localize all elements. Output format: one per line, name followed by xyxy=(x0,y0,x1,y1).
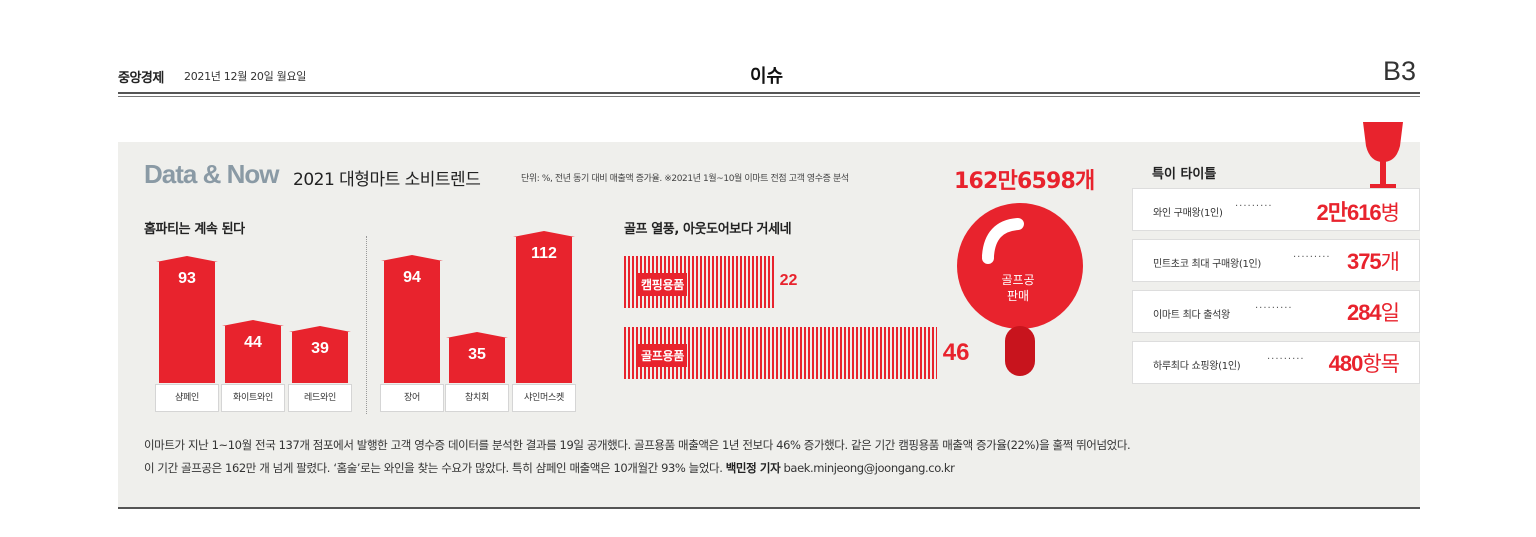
bar-cap-장어 xyxy=(381,254,443,261)
footer-rule xyxy=(118,507,1420,509)
bar-value-label: 94 xyxy=(403,268,421,286)
bar-value-label: 93 xyxy=(178,270,196,288)
bar-value-label: 35 xyxy=(468,345,486,363)
leader-dots: ········· xyxy=(1255,303,1293,314)
category-label: 화이트와인 xyxy=(221,384,285,412)
leader-dots: ········· xyxy=(1267,354,1305,365)
bar-참치회 xyxy=(449,337,505,383)
golf-ball-label-line2: 판매 xyxy=(1006,289,1030,303)
article-line-1: 이마트가 지난 1~10월 전국 137개 점포에서 발행한 고객 영수증 데이… xyxy=(144,438,1131,452)
category-label: 샴페인 xyxy=(155,384,219,412)
record-value: 480항목 xyxy=(1328,351,1400,376)
category-label: 샤인머스켓 xyxy=(512,384,576,412)
bar-value-label: 39 xyxy=(311,340,329,358)
record-value: 2만616병 xyxy=(1316,200,1400,225)
record-unit: 병 xyxy=(1380,201,1400,225)
bar-cap-레드와인 xyxy=(289,326,351,333)
article-line-2: 이 기간 골프공은 162만 개 넘게 팔렸다. ‘홈술’로는 와인을 찾는 수… xyxy=(144,460,1414,476)
bar-레드와인 xyxy=(292,332,348,383)
hbar-category-label: 골프용품 xyxy=(638,344,687,367)
bar-value-label: 112 xyxy=(531,245,557,263)
record-unit: 항목 xyxy=(1362,352,1400,376)
record-label: 민트초코 최대 구매왕(1인) xyxy=(1153,259,1262,270)
newspaper-brand: 중앙경제 xyxy=(118,71,164,86)
wine-glass-icon xyxy=(1363,122,1403,189)
golf-ball-label-line1: 골프공 xyxy=(1001,273,1035,287)
leader-dots: ········· xyxy=(1235,201,1273,212)
hbar-value-label: 22 xyxy=(779,272,798,289)
header-rule xyxy=(118,92,1420,94)
category-label: 참치회 xyxy=(445,384,509,412)
records-title: 특이 타이틀 xyxy=(1152,167,1217,182)
article-line-2-text: 이 기간 골프공은 162만 개 넘게 팔렸다. ‘홈술’로는 와인을 찾는 수… xyxy=(144,461,723,475)
masthead: 중앙경제 2021년 12월 20일 월요일 이슈 B3 xyxy=(118,56,1420,92)
record-label: 하루최다 쇼핑왕(1인) xyxy=(1153,361,1241,372)
bar-샴페인 xyxy=(159,262,215,383)
reporter-email[interactable]: baek.minjeong@joongang.co.kr xyxy=(783,461,955,475)
chart-divider xyxy=(366,236,367,414)
leader-dots: ········· xyxy=(1293,252,1331,263)
record-item: 하루최다 쇼핑왕(1인) ········· 480항목 xyxy=(1132,341,1420,384)
golf-ball-label: 골프공 판매 xyxy=(996,272,1040,304)
hbar-category-label: 캠핑용품 xyxy=(638,273,687,296)
category-label: 장어 xyxy=(380,384,444,412)
bar-화이트와인 xyxy=(225,325,281,383)
golf-ball-total: 162만6598개 xyxy=(954,169,1095,194)
category-label: 레드와인 xyxy=(288,384,352,412)
hbar-value-label: 46 xyxy=(942,339,970,366)
bar-cap-샴페인 xyxy=(156,256,218,263)
record-item: 와인 구매왕(1인) ········· 2만616병 xyxy=(1132,188,1420,231)
record-unit: 개 xyxy=(1380,250,1400,274)
record-item: 이마트 최다 출석왕 ········· 284일 xyxy=(1132,290,1420,333)
record-item: 민트초코 최대 구매왕(1인) ········· 375개 xyxy=(1132,239,1420,282)
bar-장어 xyxy=(384,260,440,383)
record-value: 375개 xyxy=(1346,249,1400,274)
data-now-logo: Data & Now xyxy=(144,159,279,189)
bar-cap-참치회 xyxy=(446,331,508,338)
bar-cap-샤인머스켓 xyxy=(513,231,575,238)
golf-title: 골프 열풍, 아웃도어보다 거세네 xyxy=(624,222,792,237)
bar-샤인머스켓 xyxy=(516,237,572,383)
header-rule-thin xyxy=(118,96,1420,97)
page-number: B3 xyxy=(1382,56,1416,86)
section-title: 이슈 xyxy=(750,66,784,87)
infographic-title: 2021 대형마트 소비트렌드 xyxy=(293,170,481,190)
issue-date: 2021년 12월 20일 월요일 xyxy=(184,70,307,83)
home-party-title: 홈파티는 계속 된다 xyxy=(144,222,245,237)
record-label: 와인 구매왕(1인) xyxy=(1153,208,1223,219)
bar-value-label: 44 xyxy=(244,333,262,351)
golf-ball-icon xyxy=(957,203,1083,376)
unit-note: 단위: %, 전년 동기 대비 매출액 증가율. ※2021년 1월~10월 이… xyxy=(521,174,849,184)
byline: 백민정 기자 xyxy=(725,461,781,475)
record-unit: 일 xyxy=(1380,301,1400,325)
bar-cap-화이트와인 xyxy=(222,319,284,326)
record-label: 이마트 최다 출석왕 xyxy=(1153,310,1230,321)
record-value: 284일 xyxy=(1346,300,1400,325)
